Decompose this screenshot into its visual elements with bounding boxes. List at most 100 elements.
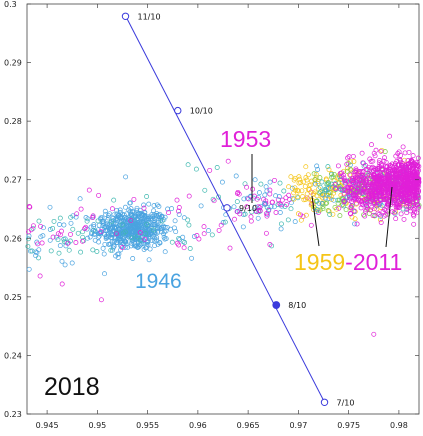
point-2011 bbox=[404, 169, 410, 175]
label-1953: 1953 bbox=[220, 126, 271, 152]
point-1959 bbox=[317, 184, 323, 190]
point-1959 bbox=[319, 179, 325, 185]
point-2011 bbox=[396, 168, 402, 174]
point-1959 bbox=[295, 194, 301, 200]
point-2011 bbox=[368, 159, 374, 164]
point-1953 bbox=[248, 218, 254, 224]
point-2011 bbox=[409, 158, 415, 164]
point-1946 bbox=[206, 228, 211, 234]
point-1953 bbox=[263, 198, 269, 204]
point-1946 bbox=[134, 216, 140, 222]
point-1953 bbox=[232, 216, 237, 222]
point-1946 bbox=[117, 210, 123, 215]
point-2011 bbox=[399, 162, 405, 168]
point-1959 bbox=[314, 207, 320, 213]
x-tick-label: 0.945 bbox=[36, 421, 59, 430]
point-1953 bbox=[57, 232, 63, 238]
point-1946 bbox=[143, 221, 149, 227]
point-1953 bbox=[86, 187, 92, 193]
point-2011 bbox=[375, 200, 381, 206]
point-2011 bbox=[358, 205, 364, 211]
point-1946 bbox=[111, 243, 117, 249]
point-1959 bbox=[343, 207, 349, 213]
point-1946 bbox=[130, 256, 136, 261]
point-1946 bbox=[95, 235, 101, 240]
point-1953 bbox=[272, 177, 277, 183]
point-1946 bbox=[109, 235, 115, 240]
point-1959 bbox=[348, 167, 354, 173]
point-2011 bbox=[409, 187, 415, 193]
point-1946 bbox=[26, 266, 32, 272]
point-2011 bbox=[414, 165, 420, 171]
point-2011 bbox=[359, 150, 365, 156]
point-1946 bbox=[122, 204, 128, 210]
point-1959 bbox=[298, 217, 304, 223]
point-1946 bbox=[119, 222, 125, 228]
point-1946 bbox=[113, 253, 119, 259]
point-1946 bbox=[148, 216, 154, 222]
point-1946 bbox=[151, 220, 157, 226]
point-1946 bbox=[123, 174, 129, 180]
point-1946 bbox=[151, 203, 157, 209]
point-1946 bbox=[141, 247, 147, 252]
point-2011 bbox=[335, 163, 341, 169]
point-2011 bbox=[409, 184, 415, 190]
point-2011 bbox=[343, 180, 349, 186]
point-2011 bbox=[383, 163, 389, 169]
point-2011 bbox=[354, 189, 360, 194]
point-2011 bbox=[373, 190, 378, 196]
label-dash: - bbox=[345, 249, 353, 275]
point-2011 bbox=[415, 193, 421, 199]
point-1946 bbox=[128, 243, 134, 249]
point-1953 bbox=[279, 197, 285, 203]
point-2011 bbox=[386, 176, 392, 182]
point-1946 bbox=[159, 218, 165, 224]
point-1946 bbox=[69, 260, 75, 266]
point-1953 bbox=[113, 231, 119, 237]
point-1959 bbox=[303, 175, 309, 180]
point-2011 bbox=[353, 166, 359, 172]
point-1946 bbox=[141, 202, 147, 208]
x-tick-label: 0.965 bbox=[237, 421, 260, 430]
point-1953 bbox=[268, 204, 274, 210]
point-1953 bbox=[262, 192, 268, 198]
point-2011 bbox=[385, 168, 391, 174]
point-2011 bbox=[376, 160, 382, 166]
point-2011 bbox=[392, 161, 398, 166]
point-1946 bbox=[88, 224, 94, 230]
point-2011 bbox=[406, 185, 412, 191]
point-1946 bbox=[116, 237, 122, 243]
point-1946 bbox=[169, 206, 175, 212]
point-2011 bbox=[370, 158, 376, 164]
point-1946 bbox=[40, 225, 46, 231]
point-1946 bbox=[66, 247, 72, 253]
point-2011 bbox=[401, 216, 407, 222]
point-2011 bbox=[387, 163, 393, 169]
point-2011 bbox=[377, 182, 383, 188]
point-1946 bbox=[47, 227, 53, 232]
year-label: 2018 bbox=[44, 373, 100, 401]
point-1953 bbox=[35, 241, 41, 247]
point-2011 bbox=[364, 204, 370, 210]
point-1946 bbox=[222, 219, 228, 225]
point-2011 bbox=[363, 177, 369, 183]
point-2011 bbox=[352, 195, 358, 201]
point-1959 bbox=[326, 195, 332, 201]
point-1959 bbox=[329, 171, 335, 177]
point-1946 bbox=[47, 237, 53, 243]
point-1953 bbox=[73, 240, 79, 245]
point-1953 bbox=[96, 192, 102, 198]
point-2011 bbox=[379, 188, 385, 194]
point-1946 bbox=[146, 216, 151, 222]
point-2011 bbox=[341, 175, 347, 181]
point-1959 bbox=[304, 191, 310, 197]
point-1946 bbox=[107, 225, 113, 231]
point-1953 bbox=[263, 184, 269, 190]
point-2011 bbox=[406, 198, 412, 203]
point-1946 bbox=[85, 216, 91, 222]
point-2011 bbox=[397, 185, 403, 191]
point-1946 bbox=[119, 244, 125, 249]
point-1946 bbox=[111, 212, 117, 218]
label-1946: 1946 bbox=[135, 270, 182, 293]
